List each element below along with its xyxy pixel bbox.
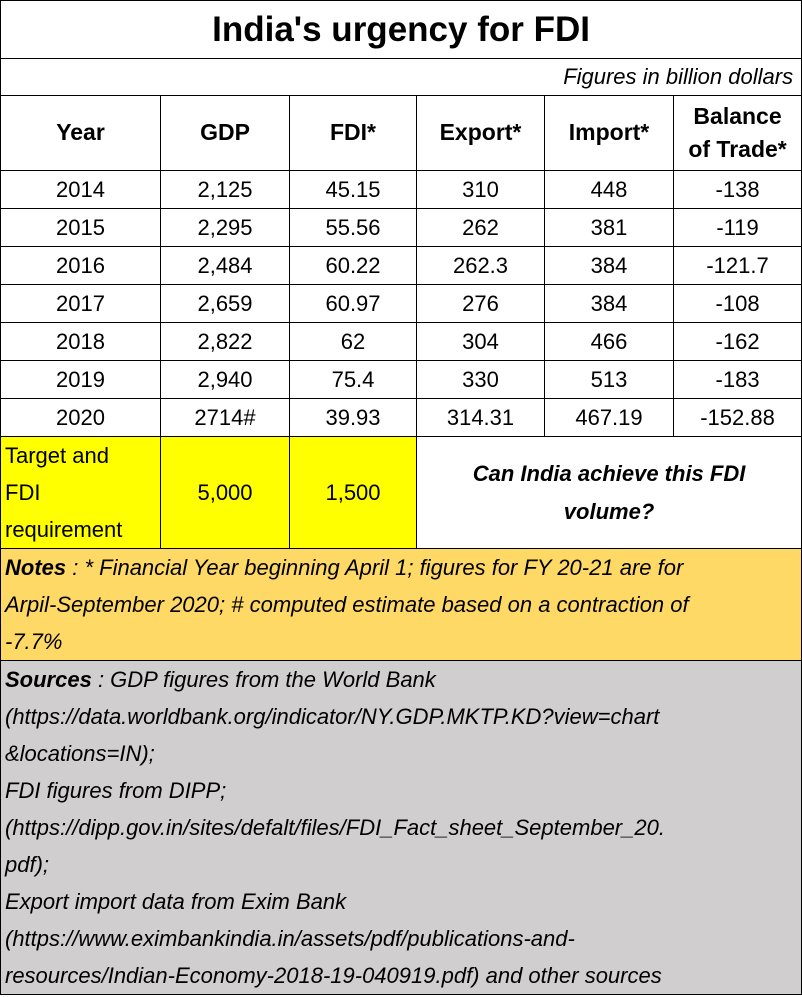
sources-line3: &locations=IN); — [5, 741, 155, 766]
cell-year: 2020 — [0, 398, 161, 437]
table-row: 2019 2,940 75.4 330 513 -183 — [0, 360, 802, 399]
notes-line1: Notes : * Financial Year beginning April… — [5, 555, 684, 580]
sources-section: Sources : GDP figures from the World Ban… — [0, 660, 802, 995]
cell-import: 381 — [544, 208, 674, 247]
cell-year: 2016 — [0, 246, 161, 285]
cell-import: 448 — [544, 170, 674, 209]
sources-line6: pdf); — [5, 852, 50, 877]
question-line1: Can India achieve this FDI — [472, 460, 746, 486]
cell-fdi: 62 — [289, 322, 417, 361]
cell-export: 310 — [416, 170, 545, 209]
sources-line7: Export import data from Exim Bank — [5, 889, 347, 914]
cell-export: 314.31 — [416, 398, 545, 437]
sources-lead: Sources — [5, 667, 92, 692]
question-line2: volume? — [563, 498, 655, 524]
target-gdp: 5,000 — [160, 436, 290, 549]
cell-balance-of-trade: -152.88 — [672, 398, 802, 437]
target-label-line2: FDI — [5, 480, 41, 505]
cell-balance-of-trade: -138 — [672, 170, 802, 209]
sources-line5: (https://dipp.gov.in/sites/defalt/files/… — [5, 815, 665, 840]
cell-export: 262 — [416, 208, 545, 247]
cell-export: 330 — [416, 360, 545, 399]
cell-gdp: 2,125 — [160, 170, 290, 209]
cell-import: 467.19 — [544, 398, 674, 437]
header-gdp: GDP — [160, 95, 290, 171]
units-caption: Figures in billion dollars — [0, 58, 802, 96]
cell-balance-of-trade: -183 — [672, 360, 802, 399]
header-import: Import* — [544, 95, 674, 171]
cell-fdi: 39.93 — [289, 398, 417, 437]
table-row: 2018 2,822 62 304 466 -162 — [0, 322, 802, 361]
cell-gdp: 2,659 — [160, 284, 290, 323]
cell-year: 2015 — [0, 208, 161, 247]
cell-fdi: 55.56 — [289, 208, 417, 247]
fdi-question: Can India achieve this FDI volume? — [415, 436, 802, 549]
cell-import: 513 — [544, 360, 674, 399]
sources-line1: Sources : GDP figures from the World Ban… — [5, 667, 436, 692]
cell-year: 2017 — [0, 284, 161, 323]
cell-gdp: 2,295 — [160, 208, 290, 247]
table-row: 2015 2,295 55.56 262 381 -119 — [0, 208, 802, 247]
header-fdi: FDI* — [289, 95, 417, 171]
cell-balance-of-trade: -119 — [672, 208, 802, 247]
notes-section: Notes : * Financial Year beginning April… — [0, 548, 802, 661]
cell-year: 2018 — [0, 322, 161, 361]
cell-year: 2014 — [0, 170, 161, 209]
header-balance-of-trade: Balance of Trade* — [672, 95, 802, 171]
cell-fdi: 60.97 — [289, 284, 417, 323]
sources-line9: resources/Indian-Economy-2018-19-040919.… — [5, 963, 662, 988]
header-year: Year — [0, 95, 161, 171]
cell-export: 276 — [416, 284, 545, 323]
target-label-line3: requirement — [5, 517, 123, 542]
target-label-line1: Target and — [5, 443, 109, 468]
table-row: 2020 2714# 39.93 314.31 467.19 -152.88 — [0, 398, 802, 437]
cell-gdp: 2,822 — [160, 322, 290, 361]
cell-fdi: 75.4 — [289, 360, 417, 399]
header-bot-line2: of Trade* — [688, 136, 787, 162]
sources-line4: FDI figures from DIPP; — [5, 778, 227, 803]
table-row: 2016 2,484 60.22 262.3 384 -121.7 — [0, 246, 802, 285]
notes-line3: -7.7% — [5, 629, 63, 654]
notes-lead: Notes — [5, 555, 67, 580]
cell-import: 384 — [544, 246, 674, 285]
header-export: Export* — [416, 95, 545, 171]
cell-year: 2019 — [0, 360, 161, 399]
page-title: India's urgency for FDI — [0, 0, 802, 59]
cell-import: 384 — [544, 284, 674, 323]
table-row: 2017 2,659 60.97 276 384 -108 — [0, 284, 802, 323]
cell-balance-of-trade: -108 — [672, 284, 802, 323]
cell-fdi: 60.22 — [289, 246, 417, 285]
header-bot-line1: Balance — [693, 102, 782, 129]
cell-export: 304 — [416, 322, 545, 361]
sources-line2: (https://data.worldbank.org/indicator/NY… — [5, 704, 660, 729]
table-row: 2014 2,125 45.15 310 448 -138 — [0, 170, 802, 209]
cell-fdi: 45.15 — [289, 170, 417, 209]
sources-line8: (https://www.eximbankindia.in/assets/pdf… — [5, 926, 575, 951]
cell-balance-of-trade: -121.7 — [672, 246, 802, 285]
target-fdi: 1,500 — [289, 436, 417, 549]
target-row: Target and FDI requirement 5,000 1,500 Can… — [0, 436, 802, 549]
target-label: Target and FDI requirement — [0, 436, 161, 549]
notes-line2: Arpil-September 2020; # computed estimat… — [5, 592, 689, 617]
cell-gdp: 2,484 — [160, 246, 290, 285]
cell-import: 466 — [544, 322, 674, 361]
cell-gdp: 2,940 — [160, 360, 290, 399]
cell-gdp: 2714# — [160, 398, 290, 437]
cell-export: 262.3 — [416, 246, 545, 285]
cell-balance-of-trade: -162 — [672, 322, 802, 361]
header-row: Year GDP FDI* Export* Import* Balance of … — [0, 95, 802, 171]
